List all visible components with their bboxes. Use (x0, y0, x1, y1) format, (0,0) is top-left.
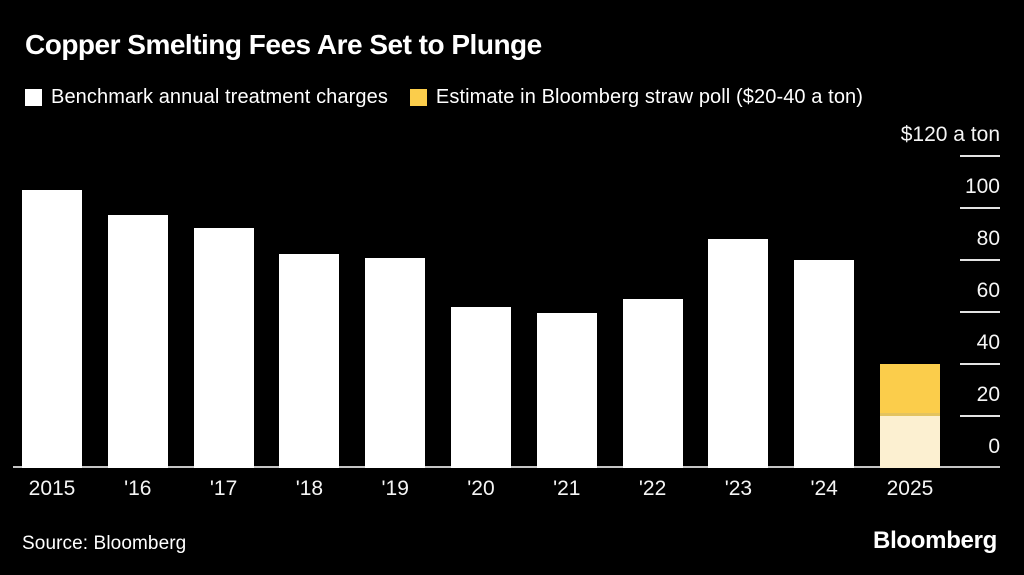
x-axis-label-'23: '23 (724, 477, 753, 500)
y-tick-line-80 (960, 259, 1000, 262)
bar-'23 (708, 239, 769, 468)
bar-slot-2015 (22, 156, 82, 468)
bar-'22 (622, 299, 683, 468)
y-tick-line-20 (960, 415, 1000, 418)
bar-'20 (450, 306, 511, 468)
y-tick-label-60: 60 (976, 279, 1000, 302)
source-note: Source: Bloomberg (22, 533, 187, 554)
y-tick-label-80: 80 (976, 227, 1000, 251)
x-axis: 2015 '16 '17 '18 '19 '20 '21 '22 '23 '24 2025 (22, 477, 940, 501)
estimate-high-segment (879, 364, 940, 416)
legend-item-benchmark: Benchmark annual treatment charges (25, 86, 388, 109)
y-tick-line-100 (960, 207, 1000, 209)
x-axis-label-'16: '16 (124, 477, 152, 500)
legend-item-estimate: Estimate in Bloomberg straw poll ($20-40… (409, 86, 864, 109)
bar-'17 (193, 227, 254, 468)
legend: Benchmark annual treatment charges Estim… (25, 86, 863, 109)
legend-label-benchmark: Benchmark annual treatment charges (51, 86, 388, 108)
y-tick-line-60 (960, 311, 1000, 313)
x-axis-label-2015: 2015 (28, 477, 76, 500)
y-tick-label-40: 40 (976, 331, 1000, 355)
bar-slot-'21 (536, 156, 597, 468)
x-axis-label-'18: '18 (295, 477, 324, 500)
legend-label-estimate: Estimate in Bloomberg straw poll ($20-40… (435, 86, 864, 108)
bar-'24 (794, 260, 855, 468)
x-axis-label-'20: '20 (467, 477, 495, 500)
y-tick-line-120 (960, 155, 1000, 157)
y-tick-label-20: 20 (976, 383, 1000, 407)
y-tick-label-100: 100 (964, 175, 1000, 198)
x-axis-label-'17: '17 (209, 477, 238, 500)
bar-2025-estimate (879, 364, 940, 468)
page-title: Copper Smelting Fees Are Set to Plunge (25, 29, 542, 60)
bar-2015 (22, 189, 82, 468)
y-tick-label-0: 0 (988, 435, 1000, 458)
x-axis-label-'24: '24 (810, 477, 838, 500)
y-tick-line-40 (960, 363, 1000, 366)
bar-'21 (536, 313, 597, 468)
estimate-swatch-icon (409, 89, 427, 106)
y-axis: 0 20 40 60 80 100 $120 a ton (840, 123, 1000, 468)
estimate-low-segment (879, 416, 940, 468)
bar-'18 (279, 254, 340, 468)
bar-slot-'24 (794, 156, 855, 468)
bar-slot-'18 (279, 156, 340, 468)
bar-'19 (365, 257, 426, 468)
y-axis-unit-label: $120 a ton (900, 123, 1000, 146)
bar-slot-'19 (365, 156, 426, 468)
benchmark-swatch-icon (25, 89, 42, 106)
plot-area (22, 156, 940, 468)
x-axis-label-'22: '22 (638, 477, 667, 500)
bar-'16 (107, 214, 168, 468)
bar-slot-'17 (193, 156, 254, 468)
bloomberg-logo: Bloomberg (873, 527, 997, 554)
bar-slot-'23 (708, 156, 769, 468)
bar-slot-'22 (622, 156, 683, 468)
x-axis-label-'21: '21 (553, 477, 581, 500)
x-axis-label-'19: '19 (381, 477, 409, 500)
bar-slot-'20 (450, 156, 511, 468)
bar-slot-'16 (107, 156, 168, 468)
x-axis-label-2025: 2025 (886, 477, 934, 500)
bar-slot-2025 (879, 156, 940, 468)
